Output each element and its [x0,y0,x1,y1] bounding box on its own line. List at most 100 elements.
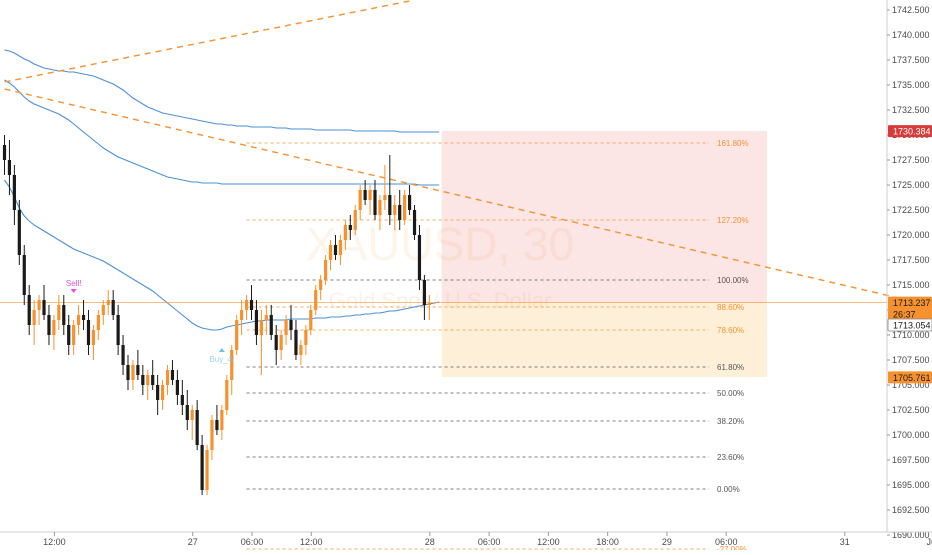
candle [422,275,426,320]
price-badge: 1730.384 [888,125,932,138]
candle [254,300,259,345]
y-tick-label: 1695.000 [892,480,930,490]
candle-body [244,300,249,310]
y-tick-label: 1735.000 [892,80,930,90]
candle [67,315,71,355]
candle-body [106,300,110,305]
y-tick-label: 1740.000 [892,30,930,40]
candle [220,405,224,440]
candle [200,435,204,495]
candle [185,390,189,430]
x-tick-label: 06:00 [241,537,264,547]
y-tick-label: 1702.500 [892,405,930,415]
candle-body [200,445,204,490]
candle [106,290,110,315]
candle [96,310,100,340]
candle [77,305,81,335]
candle [244,295,249,320]
candle-body [210,420,214,450]
fib-level-label: 23.60% [717,453,744,462]
candle [294,320,298,360]
price-badge: 1713.237 [888,296,932,309]
candle [259,310,263,375]
x-tick-label: 12:00 [537,537,560,547]
fib-level-label: 61.80% [717,363,744,372]
price-badge: 1705.761 [888,371,932,384]
candle-body [121,345,125,365]
candle-body [333,245,338,255]
candle [22,245,26,305]
price-badge-label: 1730.384 [893,127,931,137]
candle [160,380,165,410]
candle [388,155,392,225]
candle-body [47,315,51,335]
candle [72,320,76,355]
candle-body [215,420,219,430]
candle-body [101,305,105,315]
candle [175,370,179,405]
candle-body [294,330,298,355]
y-axis[interactable]: 1742.500 1740.000 1737.500 1735.000 1732.500… [886,0,930,540]
candle-body [175,380,179,395]
candle [116,305,120,355]
candle-body [314,290,318,310]
candle [284,315,288,345]
candle [210,415,214,460]
candle-body [249,300,254,310]
price-badge-label: 1713.237 [893,298,931,308]
price-badge-label: 1705.761 [893,373,931,383]
candle-body [230,350,234,380]
x-tick-label: 28 [425,537,435,547]
candle [249,285,254,320]
candle [62,295,66,335]
rising-trendline [4,0,410,83]
candle [131,360,135,390]
candle-body [81,315,86,320]
candle [12,165,16,225]
candle [368,185,372,215]
candle [205,445,209,495]
candle [289,305,293,340]
candle-body [343,225,347,240]
candle-body [324,260,328,280]
candle-body [368,190,372,200]
candle-body [195,410,199,445]
candle [299,340,303,365]
y-tick-label: 1732.500 [892,105,930,115]
candle-body [225,380,229,410]
candle [398,190,402,230]
candle-body [284,320,288,335]
fib-level-label: 78.60% [717,326,744,335]
candle [314,285,318,315]
candle [146,370,150,400]
price-badge-box [888,371,932,384]
candle-body [32,310,36,325]
x-tick-label: 18:00 [596,537,619,547]
band-middle [4,79,440,186]
candle-body [240,310,244,320]
fib-level-label: 161.80% [717,139,749,148]
candle [274,325,278,365]
candle-body [403,195,407,220]
price-badge-label: 1713.054 [893,321,931,331]
candle-body [96,315,100,330]
candle-body [309,310,313,330]
price-badge-box [888,125,932,138]
x-axis[interactable]: 12:00 27 06:00 12:00 28 06:00 12:00 18:00 29 06:0… [0,531,932,547]
candle [195,400,199,450]
bands-layer [4,49,440,331]
candle-body [116,315,120,345]
candle [412,205,417,240]
candle-body [398,205,402,220]
candles-layer [2,135,431,495]
candle-body [417,235,422,280]
candle [91,325,96,360]
band-lower [4,179,440,331]
x-tick-label: 12:00 [43,537,66,547]
candle [165,365,170,395]
candle-body [180,395,184,405]
candle-body [27,295,31,325]
candle [190,405,194,440]
